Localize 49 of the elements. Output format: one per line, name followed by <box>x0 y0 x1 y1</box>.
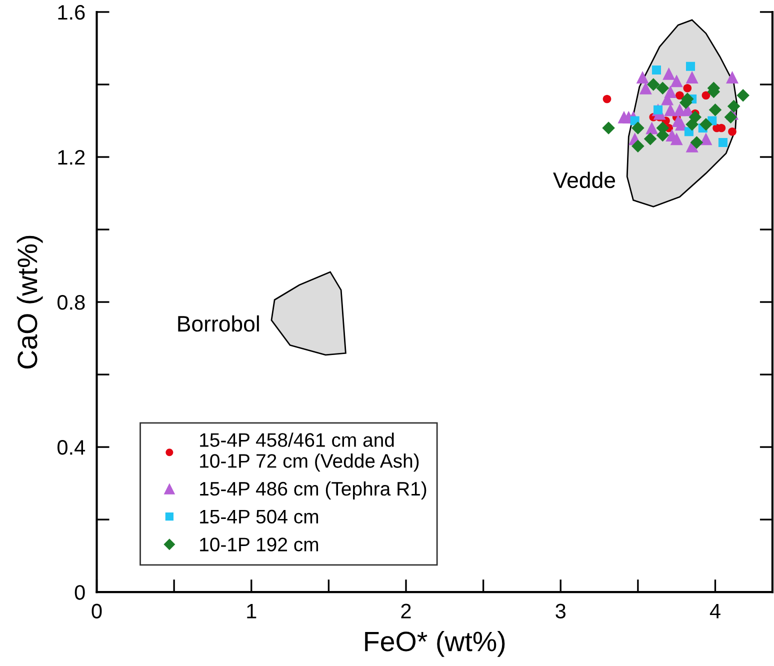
series-label: Borrobol <box>178 315 259 332</box>
y-tick-label: 1.6 <box>58 4 85 20</box>
point <box>670 74 683 88</box>
legend-label: 15-4P 486 cm (Tephra R1) <box>200 481 426 500</box>
point <box>702 91 710 100</box>
point <box>683 84 692 92</box>
x-axis-title: FeO* (wt%) <box>365 630 505 657</box>
legend-label: 15-4P 458/461 cm and 10-1P 72 cm (Vedde Ash) <box>200 432 419 472</box>
point <box>644 132 657 146</box>
point <box>656 82 670 95</box>
point <box>728 127 736 136</box>
point <box>647 78 660 91</box>
y-tick-label: 0.4 <box>57 440 86 455</box>
y-tick-label: 1.2 <box>58 150 85 165</box>
point <box>674 118 688 131</box>
x-tick-label: 3 <box>556 604 566 618</box>
point <box>632 140 644 153</box>
point <box>646 122 658 134</box>
point <box>700 132 712 146</box>
point <box>652 65 661 75</box>
y-tick-label: 0.8 <box>57 295 85 310</box>
point <box>727 100 740 113</box>
point <box>700 118 712 131</box>
point <box>686 118 698 131</box>
point <box>636 71 649 84</box>
point <box>736 88 750 102</box>
point <box>686 71 698 84</box>
legend-label: 10-1P 192 cm <box>200 538 318 552</box>
point <box>708 103 722 116</box>
point <box>686 62 696 71</box>
x-tick-label: 4 <box>710 604 720 618</box>
point <box>726 71 738 84</box>
y-tick-label: 0 <box>74 585 85 600</box>
point <box>724 110 738 124</box>
point <box>664 104 677 116</box>
x-tick-label: 1 <box>247 604 256 618</box>
y-axis-title: CaO (wt%) <box>16 236 43 369</box>
point <box>632 122 644 134</box>
legend-label: 15-4P 504 cm <box>200 510 318 524</box>
point <box>602 94 612 104</box>
point <box>602 122 615 134</box>
point <box>676 91 684 100</box>
point <box>718 138 728 148</box>
x-tick-label: 0 <box>92 604 102 618</box>
point <box>670 132 683 146</box>
x-tick-label: 2 <box>401 604 411 618</box>
point <box>662 67 676 80</box>
point <box>690 136 704 149</box>
series-label: Vedde <box>553 172 616 188</box>
